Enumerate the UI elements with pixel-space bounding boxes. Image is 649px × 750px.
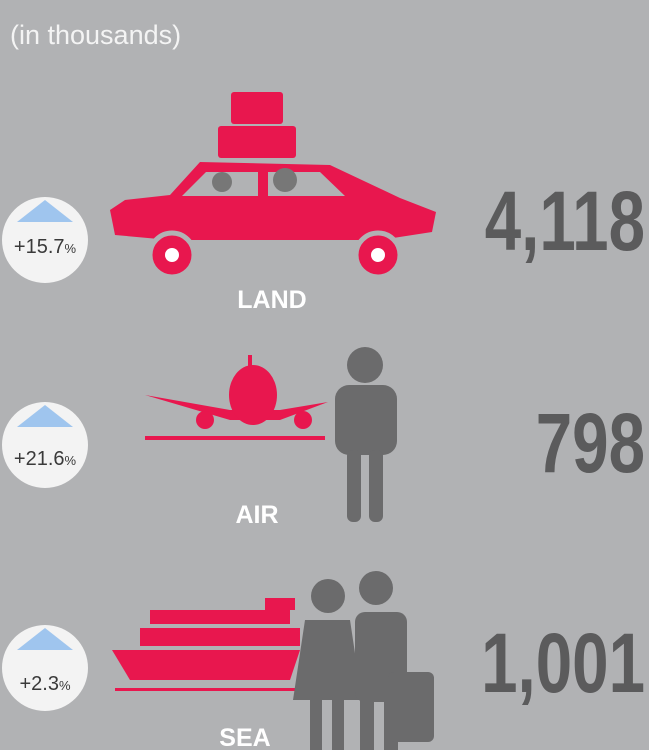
change: +21.6% [14,448,77,470]
value: 1,001 [481,616,645,710]
plane-icon [145,355,328,440]
couple-icon [293,571,434,750]
up-arrow [17,628,73,650]
row: +21.6% 798 AIR [2,396,645,529]
subtitle: (in thousands) [10,20,181,50]
up-arrow [17,405,73,427]
row: +2.3% 1,001 SEA [2,616,645,750]
up-arrow [17,200,73,222]
value: 4,118 [485,174,645,268]
row: +15.7% 4,118 LAND [2,174,645,314]
label: AIR [235,501,278,529]
car-icon [110,92,436,280]
label: SEA [219,724,270,750]
value: 798 [536,396,645,490]
label: LAND [237,286,306,314]
traveler-icon [335,347,397,522]
change: +2.3% [19,673,70,695]
change: +15.7% [14,236,77,258]
ship-icon [112,598,300,691]
